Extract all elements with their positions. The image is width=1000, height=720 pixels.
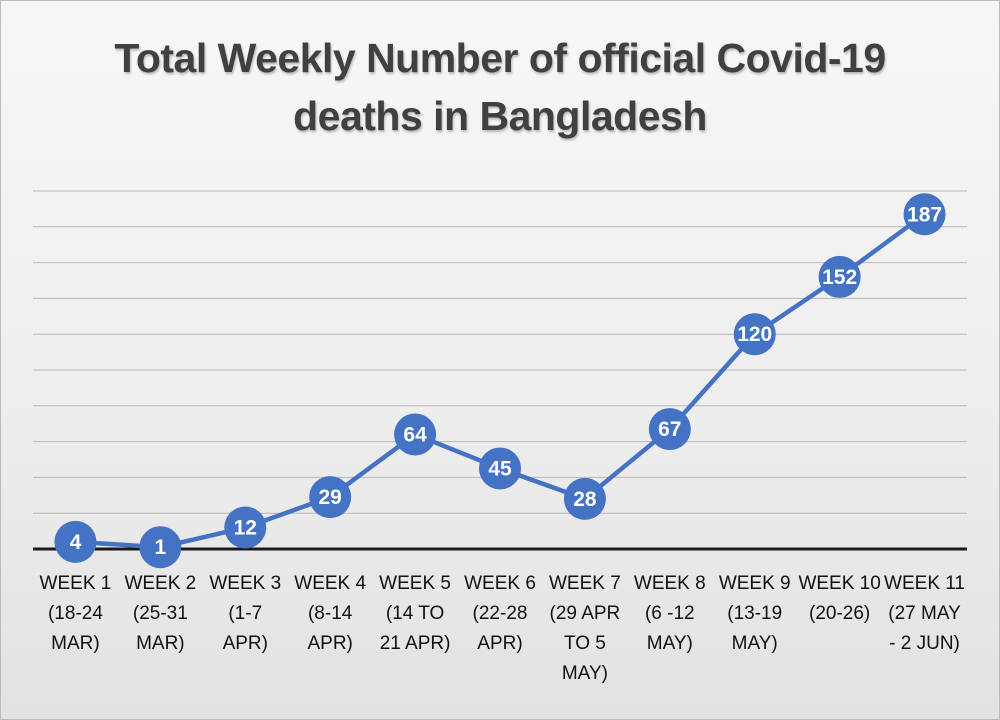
data-label: 187 (907, 203, 942, 226)
series-line (73, 212, 927, 550)
data-marker (563, 477, 606, 520)
data-label: 1 (155, 536, 167, 559)
series-line-layer (73, 212, 927, 550)
x-tick-label-line: WEEK 4 (294, 573, 367, 594)
data-label: 67 (658, 418, 681, 441)
x-tick-label-line: (22-28 (472, 603, 528, 624)
data-point: 12 (224, 506, 267, 549)
x-tick-label-line: APR) (307, 633, 353, 654)
x-tick-label-line: (1-7 (228, 603, 263, 624)
data-marker (139, 526, 182, 569)
data-label: 28 (573, 488, 597, 511)
data-marker (394, 413, 437, 456)
x-tick-label-line: - 2 JUN) (889, 633, 960, 654)
chart-title-line-2: deaths in Bangladesh (293, 93, 707, 139)
data-point: 45 (479, 447, 521, 490)
x-tick-label-line: APR) (477, 633, 523, 654)
data-point: 187 (903, 193, 946, 236)
x-tick-label-line: WEEK 11 (884, 573, 966, 594)
data-marker (903, 193, 946, 236)
data-point: 29 (309, 476, 352, 519)
data-point: 152 (818, 255, 861, 298)
x-tick-label-line: (13-19 (727, 603, 783, 624)
x-tick-label-line: (25-31 (132, 603, 188, 624)
data-label: 152 (822, 266, 857, 289)
x-tick-label-line: WEEK 6 (464, 573, 536, 594)
x-tick-label: WEEK 2 (25-31 MAR) (115, 569, 205, 659)
x-tick-label-line: WEEK 8 (633, 573, 706, 594)
data-label: 45 (488, 457, 512, 480)
data-marker (309, 476, 352, 519)
x-tick-label: WEEK 8 (6 -12 MAY) (625, 569, 715, 659)
data-label: 120 (737, 323, 772, 346)
x-tick-label: WEEK 5 (14 TO 21 APR) (370, 569, 460, 659)
x-tick-label-line: (14 TO (385, 603, 445, 624)
data-marker (648, 408, 691, 451)
x-tick-label-line: TO 5 (563, 633, 606, 654)
data-marker (479, 447, 521, 490)
x-tick-label: WEEK 1 (18-24 MAR) (30, 569, 120, 659)
x-tick-label-line: (29 APR (549, 603, 621, 624)
x-tick-label: WEEK 11 (27 MAY - 2 JUN) (880, 569, 970, 659)
x-tick-label-line: 21 APR) (379, 633, 451, 654)
x-tick-label: WEEK 3 (1-7 APR) (200, 569, 290, 659)
data-point: 64 (394, 413, 437, 456)
x-tick-label-line: WEEK 1 (39, 573, 112, 594)
x-tick-label: WEEK 6 (22-28 APR) (455, 569, 545, 659)
chart-title-line-1: Total Weekly Number of official Covid-19 (114, 35, 886, 81)
data-markers: 4 1 12 29 64 45 28 67 120 152 187 (54, 193, 946, 569)
x-tick-label-line: (27 MAY (888, 603, 961, 624)
x-tick-label-line: WEEK 9 (718, 573, 791, 594)
x-tick-label: WEEK 10 (20-26) (795, 569, 885, 629)
data-label: 29 (319, 486, 342, 509)
data-marker (54, 520, 97, 563)
x-tick-label-line: MAY) (731, 633, 778, 654)
data-point: 4 (54, 520, 97, 563)
x-tick-label-line: WEEK 2 (124, 573, 197, 594)
x-tick-label-line: MAR) (51, 633, 100, 654)
x-tick-label-line: (6 -12 (644, 603, 695, 624)
x-tick-label: WEEK 9 (13-19 MAY) (710, 569, 800, 659)
data-point: 1 (139, 526, 182, 569)
x-tick-label-line: APR) (222, 633, 268, 654)
x-tick-label-line: (20-26) (809, 603, 871, 624)
x-tick-label-line: WEEK 10 (798, 573, 881, 594)
x-tick-label-line: MAR) (136, 633, 185, 654)
x-tick-label-line: MAY) (646, 633, 693, 654)
data-point: 120 (733, 313, 776, 356)
x-tick-label-line: (18-24 (47, 603, 103, 624)
data-marker (224, 506, 267, 549)
data-point: 28 (563, 477, 606, 520)
data-point: 67 (648, 408, 691, 451)
x-tick-label-line: MAY) (561, 663, 608, 684)
data-marker (733, 313, 776, 356)
x-tick-label-line: WEEK 3 (209, 573, 282, 594)
x-tick-label-line: WEEK 5 (379, 573, 451, 594)
x-tick-label: WEEK 7 (29 APR TO 5 MAY) (540, 569, 630, 689)
data-label: 12 (234, 517, 257, 540)
chart-title: Total Weekly Number of official Covid-19… (1, 29, 999, 145)
x-tick-label-line: WEEK 7 (549, 573, 621, 594)
data-label: 64 (403, 423, 427, 446)
data-label: 4 (70, 531, 82, 554)
x-tick-label-line: (8-14 (307, 603, 353, 624)
x-tick-label: WEEK 4 (8-14 APR) (285, 569, 375, 659)
data-marker (818, 255, 861, 298)
